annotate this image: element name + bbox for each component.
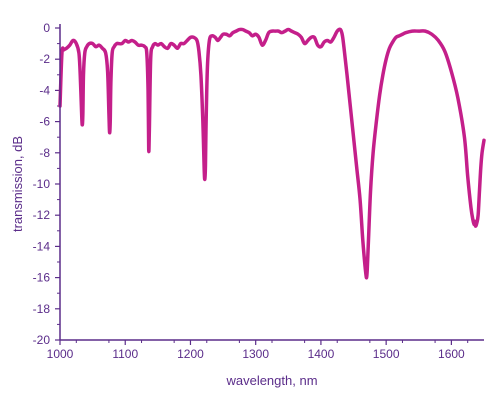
y-tick-label: -18 [33, 302, 51, 316]
tick-label-layer: 1000 1100 1200 1300 1400 1500 1600 0 -2 -4 -6 -8 -10… [33, 21, 465, 361]
x-axis-title: wavelength, nm [225, 373, 317, 388]
transmission-series-line [58, 27, 486, 280]
y-tick-label: -2 [39, 52, 50, 66]
tick-layer [55, 27, 469, 345]
y-axis-title: transmission, dB [10, 136, 25, 232]
y-tick-label: -12 [33, 208, 51, 222]
x-tick-label: 1200 [177, 347, 204, 361]
y-tick-label: -8 [39, 146, 50, 160]
x-tick-label: 1000 [47, 347, 74, 361]
y-tick-label: -20 [33, 333, 51, 347]
y-tick-label: -14 [33, 239, 51, 253]
x-tick-label: 1100 [112, 347, 138, 361]
x-tick-label: 1600 [438, 347, 465, 361]
y-tick-label: 0 [43, 21, 50, 35]
y-tick-label: -6 [39, 115, 50, 129]
y-tick-label: -4 [39, 83, 50, 97]
x-tick-label: 1300 [242, 347, 269, 361]
y-tick-label: -16 [33, 271, 51, 285]
x-tick-label: 1500 [373, 347, 400, 361]
y-tick-label: -10 [33, 177, 51, 191]
x-tick-label: 1400 [308, 347, 335, 361]
